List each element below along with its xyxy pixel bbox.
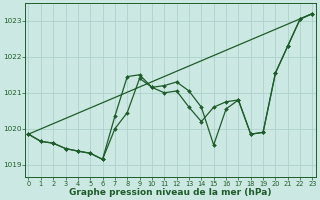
X-axis label: Graphe pression niveau de la mer (hPa): Graphe pression niveau de la mer (hPa) (69, 188, 272, 197)
